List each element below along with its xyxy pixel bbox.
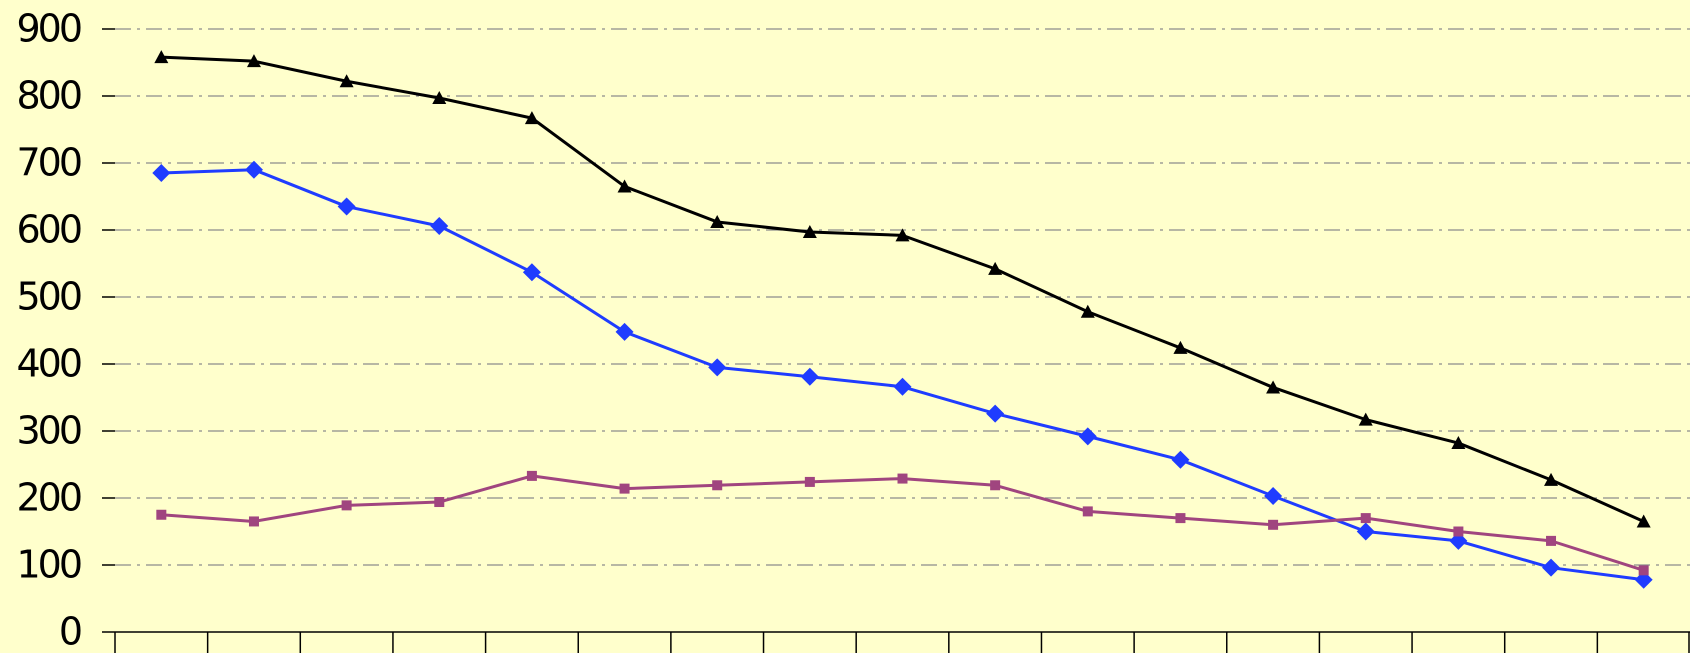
marker: [1175, 513, 1186, 524]
y-tick-label: 500: [16, 275, 80, 319]
marker: [341, 500, 352, 511]
marker: [708, 358, 727, 377]
marker: [152, 164, 171, 183]
marker: [897, 473, 908, 484]
marker: [526, 470, 537, 481]
marker: [990, 480, 1001, 491]
y-tick-label: 400: [16, 342, 80, 386]
y-tick-label: 100: [16, 543, 80, 587]
marker: [434, 497, 445, 508]
marker: [893, 377, 912, 396]
marker: [1358, 412, 1373, 426]
y-tick-label: 800: [16, 74, 80, 118]
marker: [1082, 506, 1093, 517]
marker: [524, 111, 539, 125]
marker: [430, 216, 449, 235]
y-tick-label: 300: [16, 409, 80, 453]
marker: [617, 179, 632, 193]
y-tick-label: 0: [59, 610, 81, 653]
marker: [246, 54, 261, 68]
marker: [154, 50, 169, 64]
marker: [1451, 436, 1466, 450]
marker: [1544, 472, 1559, 486]
marker: [1546, 535, 1557, 546]
y-tick-label: 900: [16, 7, 80, 51]
marker: [1268, 519, 1279, 530]
marker: [802, 225, 817, 239]
marker: [337, 197, 356, 216]
marker: [432, 91, 447, 105]
marker: [619, 483, 630, 494]
marker: [615, 322, 634, 341]
marker: [800, 367, 819, 386]
marker: [1360, 513, 1371, 524]
marker: [1078, 427, 1097, 446]
marker: [156, 509, 167, 520]
marker: [248, 516, 259, 527]
marker: [986, 404, 1005, 423]
y-tick-label: 600: [16, 208, 80, 252]
marker: [895, 228, 910, 242]
marker: [1080, 304, 1095, 318]
y-tick-label: 700: [16, 141, 80, 185]
marker: [1171, 450, 1190, 469]
marker: [522, 263, 541, 282]
marker: [1356, 522, 1375, 541]
marker: [804, 476, 815, 487]
marker: [1264, 486, 1283, 505]
y-tick-label: 200: [16, 476, 80, 520]
marker: [1173, 340, 1188, 354]
marker: [988, 261, 1003, 275]
marker: [339, 74, 354, 88]
marker: [244, 160, 263, 179]
marker: [1636, 514, 1651, 528]
marker: [1638, 565, 1649, 576]
marker: [1453, 526, 1464, 537]
marker: [712, 480, 723, 491]
marker: [1542, 558, 1561, 577]
marker: [1266, 380, 1281, 394]
marker: [710, 214, 725, 228]
